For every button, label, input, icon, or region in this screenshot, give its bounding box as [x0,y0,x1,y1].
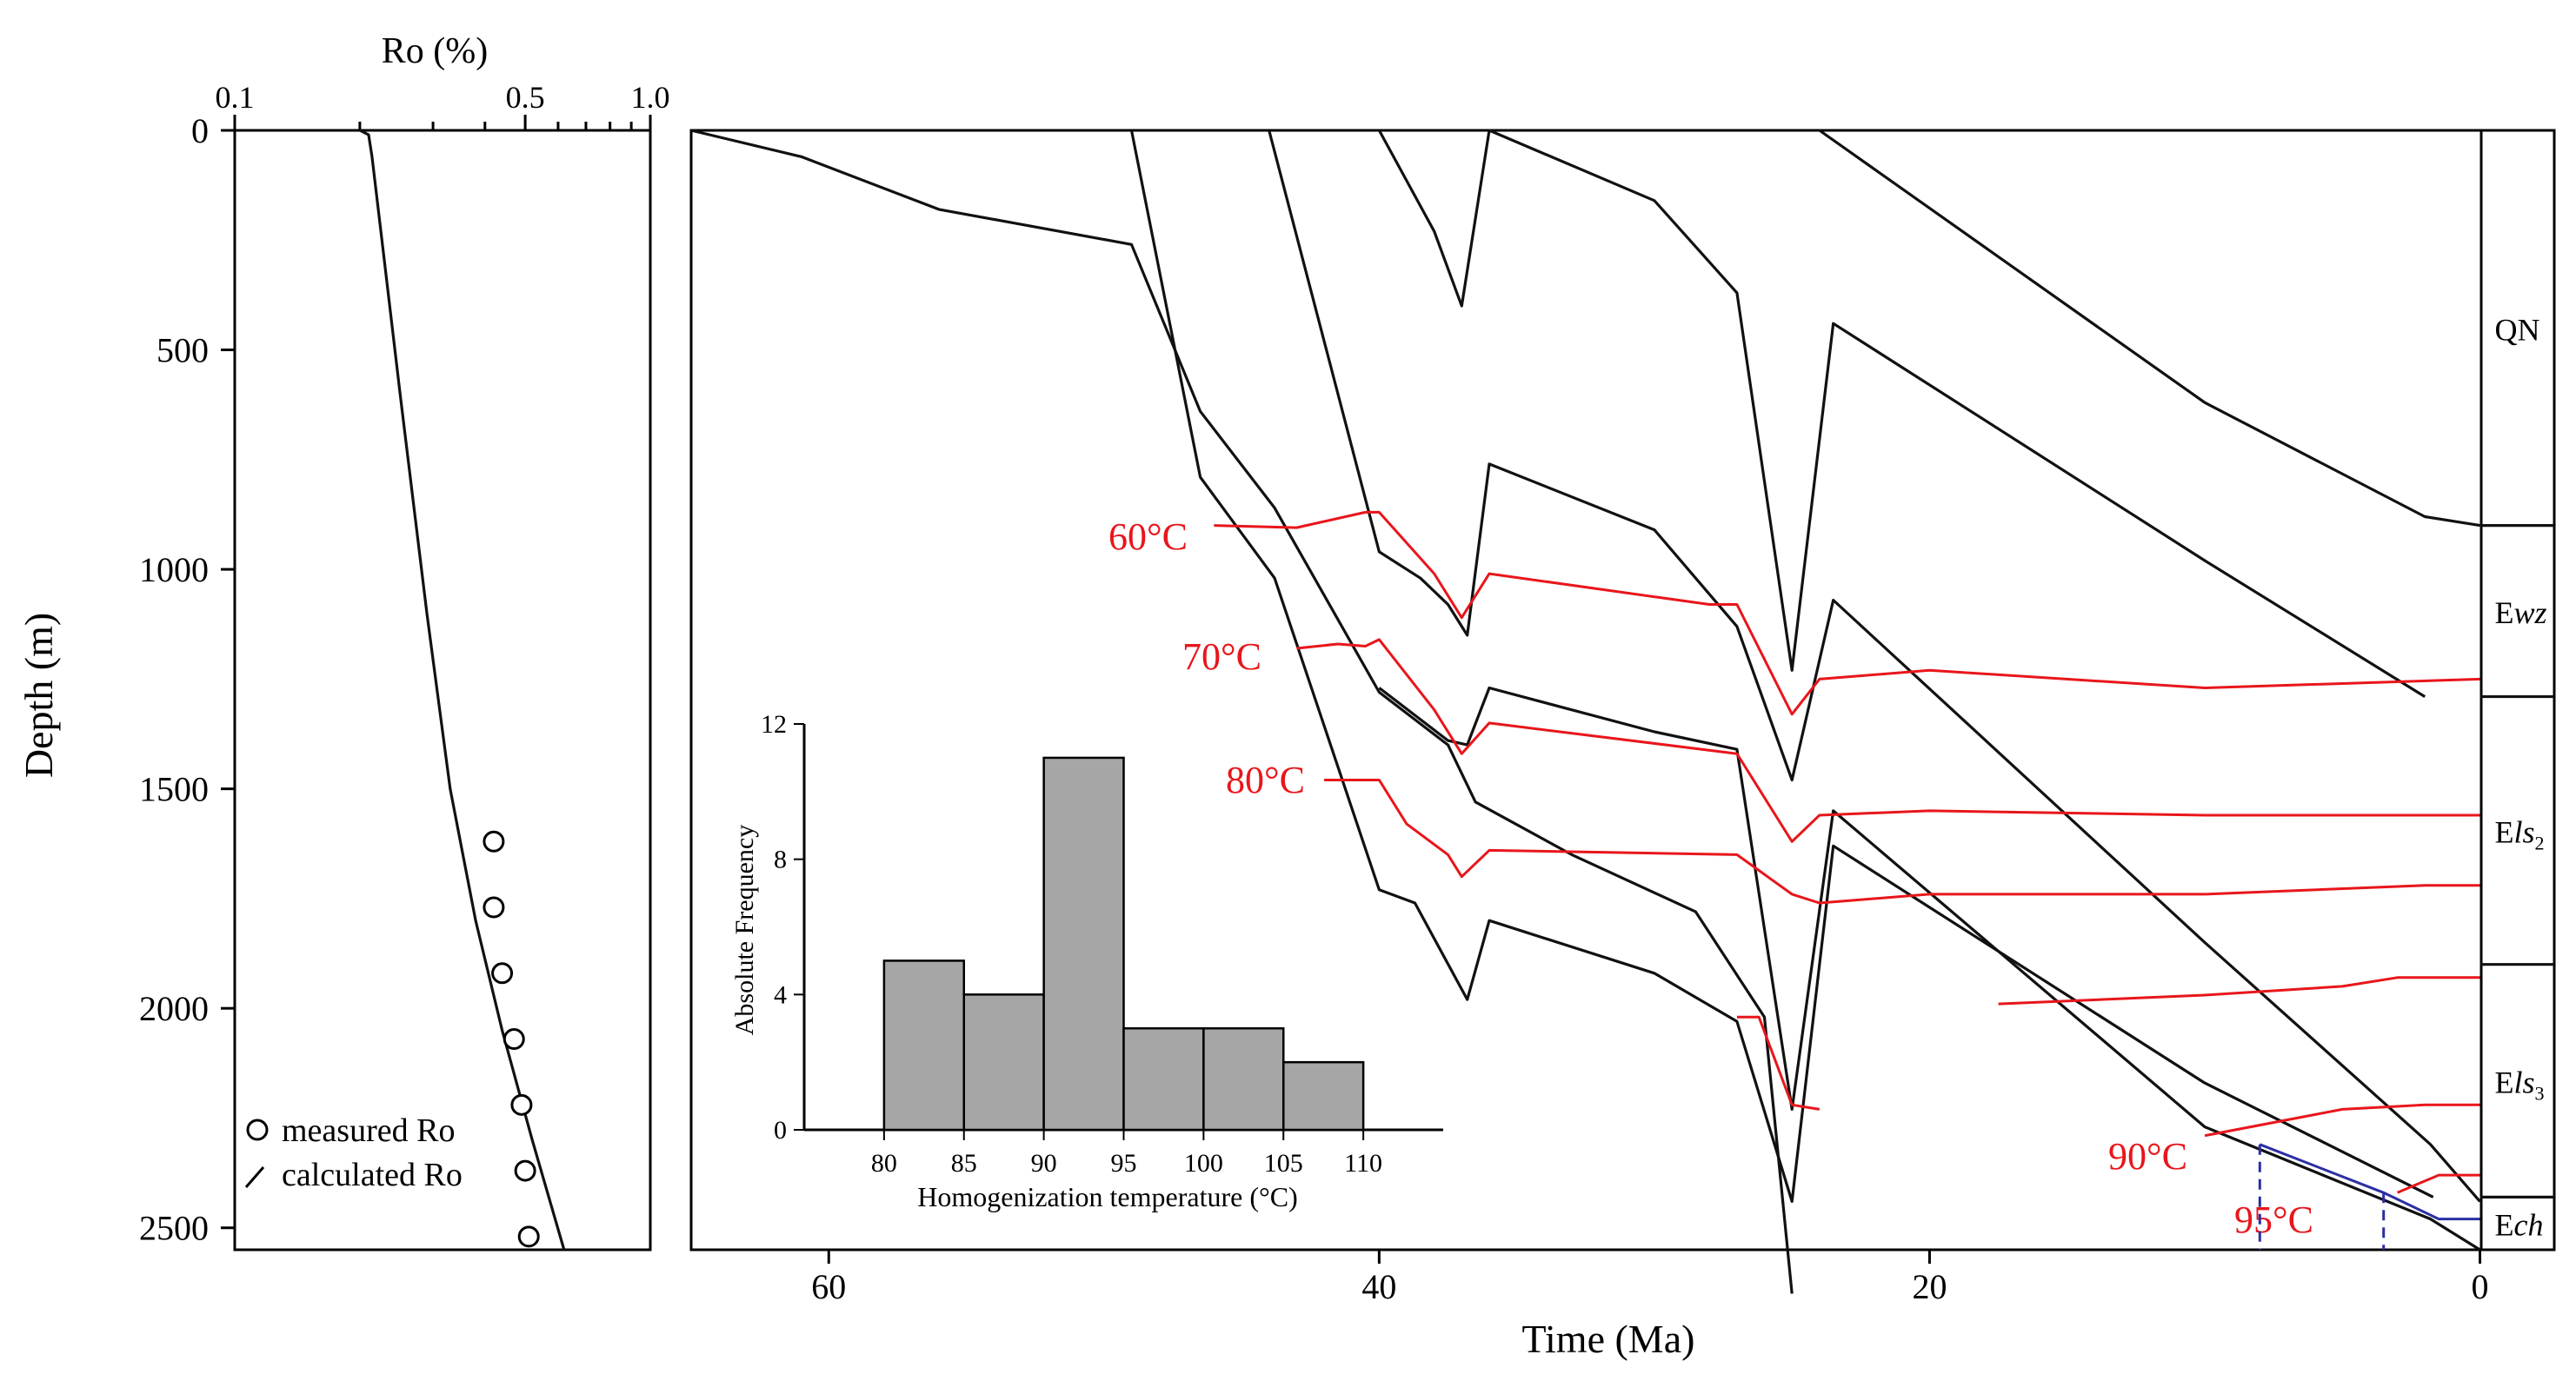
time-x-ticks: 60 40 20 0 [811,1250,2489,1306]
ro-legend: measured Ro calculated Ro [244,1112,463,1193]
ro-y-tick-label: 1000 [139,550,209,589]
hist-x-ticks: 80 85 90 95 100 105 110 [871,1130,1382,1178]
blue-path-line [2259,1143,2480,1221]
legend-measured-ro-marker [246,1119,269,1141]
isotherm-labels: 60°C 70°C 80°C 90°C 95°C [1108,515,2313,1241]
ro-y-tick-label: 500 [156,331,209,370]
hist-bar [1202,1027,1285,1132]
time-x-tick-label: 20 [1912,1267,1947,1306]
isotherm-curve [1736,1015,1821,1111]
isotherm-curve [1324,779,2480,905]
isotherm-label-80: 80°C [1226,759,1305,801]
ro-y-tick-label: 2000 [139,989,209,1028]
hist-x-tick-label: 90 [1031,1149,1057,1178]
measured-ro-points [483,830,540,1248]
hist-bar [1122,1027,1205,1132]
isotherm-curve [1296,638,2480,843]
hist-bars [882,756,1365,1132]
hist-bar [882,959,965,1132]
measured-ro-point [514,1159,536,1182]
hist-x-tick-label: 110 [1344,1149,1382,1178]
ro-x-tick-label: 0.1 [216,80,255,115]
ro-y-tick-label: 1500 [139,770,209,809]
burial-history-panel: QN Ewz Els2 Els3 Ech 60°C 70°C 80°C 90°C 95°… [689,129,2556,1361]
hist-x-tick-label: 100 [1184,1149,1223,1178]
measured-ro-point [517,1225,540,1248]
hist-bar [1042,756,1125,1132]
blue-trap-path [2258,1143,2480,1250]
burial-curves [690,129,2481,1294]
isotherm-curve [1998,976,2480,1006]
formation-label: Ewz [2495,595,2547,630]
measured-ro-point [491,962,514,985]
formation-label: Ech [2495,1208,2544,1243]
hist-x-title: Homogenization temperature (°C) [917,1181,1298,1212]
measured-ro-point [483,896,505,919]
ro-axis-title: Ro (%) [382,31,488,71]
formation-label: Els3 [2495,1066,2545,1105]
time-x-tick-label: 0 [2472,1267,2489,1306]
isotherm-curve [1214,510,2480,716]
legend-measured-ro-label: measured Ro [282,1112,455,1149]
burial-curve [1129,129,2434,1203]
isotherm-curve [2204,1103,2480,1138]
ro-y-tick-label: 2500 [139,1209,209,1248]
calculated-ro-line [359,129,566,1251]
measured-ro-point [483,830,505,853]
ro-depth-panel: Ro (%) Depth (m) 0.1 0.5 1.0 0 500 1000 1500 2… [17,31,670,1252]
isotherm-label-60: 60°C [1108,515,1188,558]
burial-curve [1268,129,2481,1203]
burial-curve [1378,686,2481,1252]
time-x-tick-label: 40 [1361,1267,1396,1306]
isotherm-curve [2397,1173,2480,1194]
hist-bar [962,993,1045,1132]
legend-calculated-ro-label: calculated Ro [282,1157,463,1193]
formation-labels: QN Ewz Els2 Els3 Ech [2495,312,2547,1242]
ro-x-tick-label: 1.0 [631,80,670,115]
hist-x-tick-label: 85 [951,1149,977,1178]
hist-y-tick-label: 0 [774,1116,787,1145]
hist-y-title: Absolute Frequency [730,825,759,1035]
isotherm-label-90: 90°C [2108,1135,2187,1178]
formation-boundaries [2479,523,2554,1198]
hist-y-ticks: 0 4 8 12 [761,710,804,1145]
hist-x-tick-label: 80 [871,1149,897,1178]
burial-curve [690,129,1794,1294]
ro-y-tick-label: 0 [191,111,209,150]
formation-label: Els2 [2495,815,2545,854]
measured-ro-point [503,1028,525,1051]
burial-curve [1818,129,2480,528]
time-axis-title: Time (Ma) [1522,1317,1695,1361]
ro-y-ticks: 0 500 1000 1500 2000 2500 [139,111,235,1248]
isotherm-label-70: 70°C [1182,635,1261,678]
hist-y-tick-label: 8 [774,846,787,874]
hist-y-tick-label: 12 [761,710,787,739]
ro-x-ticks: 0.1 0.5 1.0 [216,80,670,130]
legend-calculated-ro-marker [244,1166,265,1188]
hist-x-tick-label: 95 [1111,1149,1137,1178]
ro-plot-frame [233,129,652,1252]
measured-ro-point [510,1093,533,1116]
isotherm-curves [1214,510,2480,1194]
homogenization-histogram: 80 85 90 95 100 105 110 0 4 8 12 Homogenization t… [730,710,1443,1212]
burial-curve [1377,129,2426,698]
isotherm-label-95: 95°C [2234,1198,2313,1241]
hist-bar [1282,1060,1365,1132]
burial-plot-frame [689,129,2556,1252]
formation-label: QN [2495,312,2540,347]
hist-x-tick-label: 105 [1264,1149,1303,1178]
depth-axis-title: Depth (m) [17,613,61,778]
hist-y-tick-label: 4 [774,980,787,1009]
time-x-tick-label: 60 [811,1267,846,1306]
ro-x-tick-label: 0.5 [506,80,545,115]
